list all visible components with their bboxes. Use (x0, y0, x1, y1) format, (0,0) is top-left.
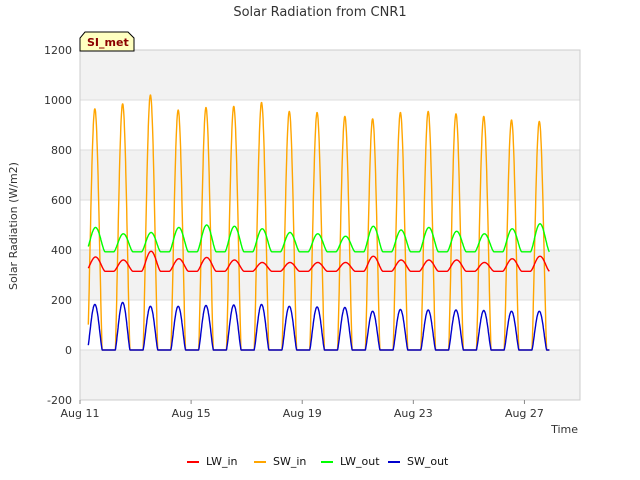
plot-band (80, 350, 580, 400)
y-tick-label: 0 (65, 344, 72, 357)
legend-label: SW_in (273, 455, 306, 468)
site-badge: SI_met (79, 31, 135, 52)
x-tick-label: Aug 19 (283, 407, 322, 420)
legend-item-sw-in: SW_in (254, 455, 306, 468)
y-tick-label: -200 (47, 394, 72, 407)
y-tick-label: 800 (51, 144, 72, 157)
y-tick-label: 1200 (44, 44, 72, 57)
badge-shape (79, 31, 135, 52)
plot-border (79, 49, 581, 401)
legend-label: LW_in (206, 455, 238, 468)
x-tick-label: Aug 23 (394, 407, 433, 420)
y-tick-label: 1000 (44, 94, 72, 107)
x-tick-label: Aug 15 (172, 407, 211, 420)
y-tick-label: 600 (51, 194, 72, 207)
badge-label: SI_met (87, 36, 129, 49)
plot-band (80, 150, 580, 200)
plot-band (80, 50, 580, 100)
series-group (87, 94, 550, 351)
y-ticks: -200 0 200 400 600 800 1000 1200 (44, 44, 72, 407)
plot-frame (79, 49, 581, 401)
plot-background (80, 50, 580, 400)
series-line-lw-out (87, 223, 550, 253)
legend: LW_in SW_in LW_out SW_out (187, 455, 449, 468)
series-line-lw-in (87, 250, 550, 272)
plot-band (80, 250, 580, 300)
x-ticks: Aug 11 Aug 15 Aug 19 Aug 23 Aug 27 (61, 400, 544, 420)
x-tick-label: Aug 27 (505, 407, 544, 420)
y-axis-label: Solar Radiation (W/m2) (7, 162, 20, 290)
legend-item-lw-out: LW_out (321, 455, 380, 468)
chart-title: Solar Radiation from CNR1 (233, 5, 406, 20)
y-tick-label: 400 (51, 244, 72, 257)
legend-label: LW_out (340, 455, 380, 468)
x-tick-label: Aug 11 (61, 407, 100, 420)
legend-item-lw-in: LW_in (187, 455, 238, 468)
legend-item-sw-out: SW_out (388, 455, 449, 468)
y-tick-label: 200 (51, 294, 72, 307)
series-line-sw-out (87, 301, 550, 351)
legend-label: SW_out (407, 455, 449, 468)
x-axis-label: Time (550, 423, 578, 436)
